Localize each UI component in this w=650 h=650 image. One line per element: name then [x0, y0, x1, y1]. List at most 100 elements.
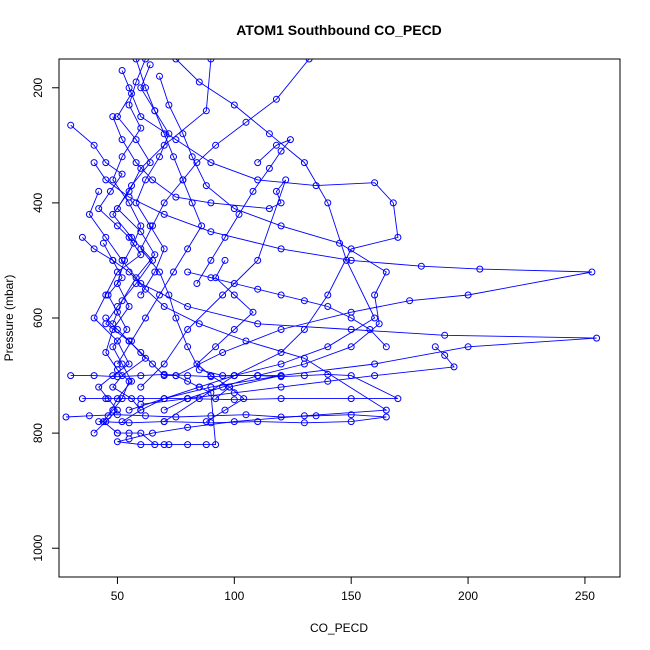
x-tick-label: 200 [458, 589, 478, 603]
data-point [230, 280, 238, 287]
data-point [254, 285, 262, 293]
data-point [212, 141, 220, 149]
data-point [137, 113, 145, 121]
data-point [347, 418, 355, 426]
data-point [240, 395, 248, 403]
data-point [347, 411, 355, 419]
data-point [90, 372, 98, 380]
data-point [102, 159, 110, 167]
data-point [254, 159, 262, 167]
data-point [109, 372, 117, 380]
data-point [235, 210, 243, 218]
data-point [382, 413, 390, 421]
x-tick-label: 250 [575, 589, 595, 603]
data-point [113, 411, 121, 419]
data-point [90, 429, 98, 437]
data-point [95, 187, 103, 195]
data-point [125, 429, 133, 437]
data-point [272, 187, 280, 195]
data-point [142, 354, 149, 362]
data-point [102, 233, 110, 241]
data-point [254, 320, 262, 328]
data-point [109, 383, 117, 391]
data-point [254, 372, 262, 380]
data-point [102, 395, 110, 403]
data-point [195, 383, 203, 391]
data-point [188, 199, 196, 207]
data-point [160, 303, 168, 310]
data-point [394, 395, 402, 403]
data-point [347, 256, 355, 264]
series-line-22 [187, 271, 387, 348]
data-point [146, 159, 154, 167]
data-point [125, 303, 133, 310]
data-point [125, 406, 133, 414]
data-point [366, 326, 374, 333]
series-line-7 [112, 116, 287, 388]
data-point [118, 360, 126, 368]
data-point [142, 285, 149, 293]
data-point [125, 101, 133, 109]
data-point [282, 176, 290, 184]
data-point [165, 130, 173, 138]
data-point [371, 179, 379, 187]
data-point [441, 331, 449, 339]
data-point [184, 395, 192, 403]
data-point [104, 412, 112, 420]
y-axis-label: Pressure (mbar) [2, 275, 16, 362]
data-point [230, 418, 238, 426]
data-point [394, 233, 402, 241]
data-point [324, 303, 332, 310]
chart-title: ATOM1 Southbound CO_PECD [236, 22, 442, 38]
data-point [165, 101, 173, 109]
data-point [277, 360, 285, 368]
data-point [277, 147, 285, 155]
data-point [277, 413, 285, 421]
data-point [184, 303, 192, 310]
data-point [195, 78, 203, 86]
data-point [219, 349, 227, 356]
data-point [113, 438, 121, 446]
data-point [202, 182, 210, 190]
data-point [113, 113, 121, 121]
x-tick-label: 50 [111, 589, 125, 603]
data-point [184, 245, 192, 253]
data-point [324, 199, 332, 207]
y-tick-label: 600 [31, 308, 45, 328]
data-point [137, 400, 145, 408]
data-point [109, 176, 117, 184]
x-tick-label: 100 [224, 589, 244, 603]
data-point [230, 101, 238, 109]
series-line-19 [196, 260, 254, 422]
data-point [156, 72, 163, 80]
y-tick-label: 400 [31, 193, 45, 213]
data-point [125, 419, 133, 427]
data-point [347, 395, 355, 403]
data-point [125, 84, 133, 92]
data-point [156, 153, 163, 161]
data-point [179, 176, 187, 184]
data-point [137, 228, 145, 236]
data-point [198, 222, 206, 230]
data-point [221, 233, 229, 241]
data-point [588, 268, 596, 276]
data-point [242, 337, 250, 345]
data-point [277, 383, 285, 391]
data-point [230, 291, 238, 299]
data-point [67, 372, 75, 380]
data-point [464, 343, 472, 351]
data-point [132, 59, 140, 63]
data-point [160, 360, 168, 368]
series-line-8 [93, 162, 592, 377]
data-point [165, 441, 173, 449]
data-point [165, 291, 173, 299]
data-point [202, 107, 210, 115]
data-point [137, 349, 145, 356]
data-point [113, 373, 121, 381]
data-point [277, 291, 285, 299]
data-point [242, 118, 250, 126]
data-point [149, 360, 156, 368]
data-point [149, 429, 156, 437]
data-point [305, 59, 313, 63]
